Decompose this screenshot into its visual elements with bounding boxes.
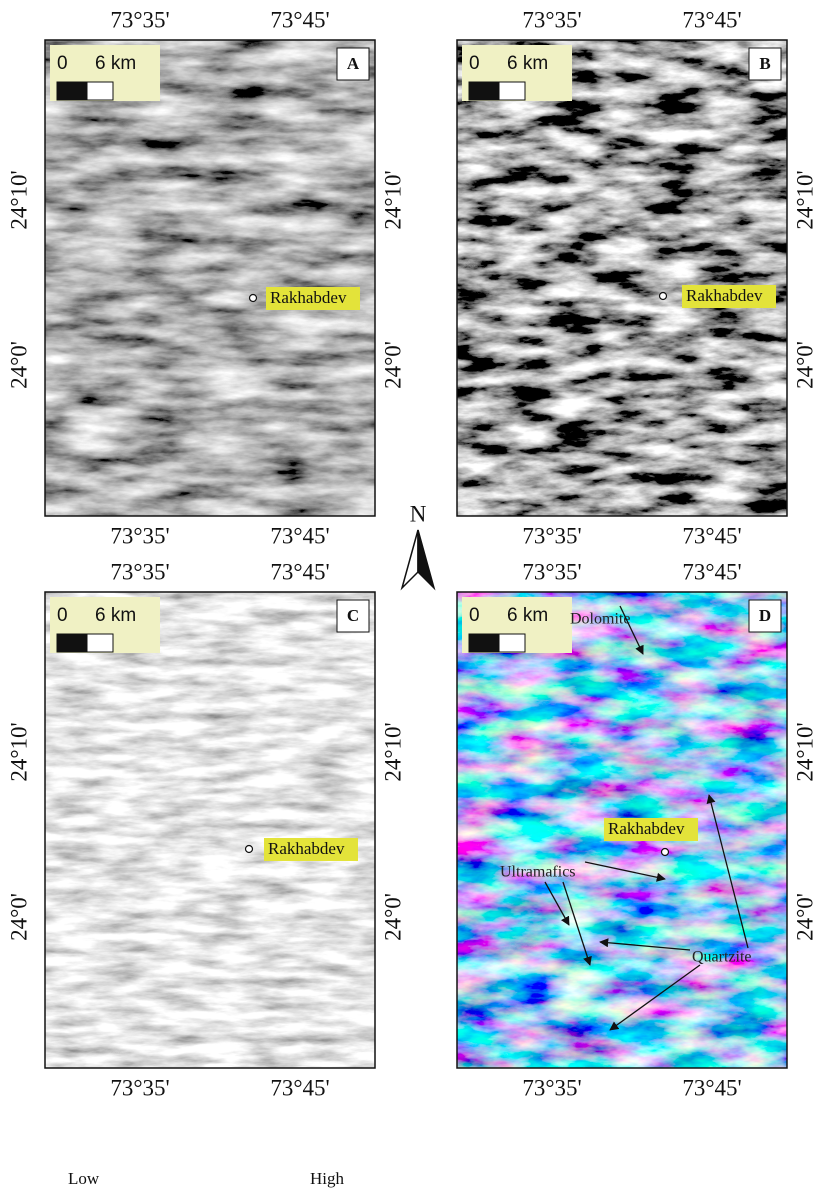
top-lon-label: 73°35' [110, 7, 169, 32]
right-lat-label: 24°0' [380, 893, 405, 941]
figure: N Low High 73°35' 73°45' 73°35' 73°45' 24°10… [0, 0, 817, 1192]
left-lat-label: 24°10' [6, 170, 31, 229]
panel-letter: B [759, 54, 770, 73]
north-label: N [410, 501, 427, 526]
north-arrow: N [402, 501, 434, 588]
bottom-lon-label: 73°35' [110, 1075, 169, 1100]
legend-low: Low [68, 1169, 100, 1188]
scale-end: 6 km [507, 53, 548, 74]
right-lat-label: 24°0' [792, 893, 817, 941]
annotation-label: Dolomite [570, 611, 630, 628]
right-lat-label: 24°10' [380, 170, 405, 229]
left-lat-label: 24°0' [6, 893, 31, 941]
scale-bar-white [499, 82, 525, 100]
scale-bar-black [469, 82, 499, 100]
top-lon-label: 73°35' [522, 559, 581, 584]
left-lat-label: 24°0' [6, 341, 31, 389]
place-marker [662, 849, 669, 856]
scale-start: 0 [469, 605, 480, 626]
scale-end: 6 km [95, 53, 136, 74]
scale-bar-black [57, 634, 87, 652]
left-lat-label: 24°10' [6, 722, 31, 781]
scale-bar-white [499, 634, 525, 652]
satellite-image [457, 40, 787, 516]
scale-start: 0 [57, 605, 68, 626]
scale-bar-black [57, 82, 87, 100]
bottom-lon-label: 73°35' [110, 523, 169, 548]
panel-letter: C [347, 606, 359, 625]
scale-bar-black [469, 634, 499, 652]
place-marker [660, 293, 667, 300]
right-lat-label: 24°0' [792, 341, 817, 389]
bottom-lon-label: 73°35' [522, 523, 581, 548]
bottom-lon-label: 73°45' [270, 523, 329, 548]
right-lat-label: 24°0' [380, 341, 405, 389]
scale-bar-white [87, 634, 113, 652]
place-label: Rakhabdev [268, 839, 345, 858]
annotation-label: Ultramafics [500, 864, 576, 881]
place-marker [246, 846, 253, 853]
right-lat-label: 24°10' [792, 722, 817, 781]
place-label: Rakhabdev [686, 286, 763, 305]
panel-letter: A [347, 54, 360, 73]
top-lon-label: 73°45' [682, 559, 741, 584]
satellite-image [45, 592, 375, 1068]
place-label: Rakhabdev [270, 288, 347, 307]
panel-letter: D [759, 606, 771, 625]
satellite-image [45, 40, 375, 516]
right-lat-label: 24°10' [380, 722, 405, 781]
top-lon-label: 73°45' [682, 7, 741, 32]
map-panel: 73°35' 73°45' 73°35' 73°45' 24°10' 24°0' 24°10… [6, 7, 405, 548]
scale-start: 0 [469, 53, 480, 74]
bottom-lon-label: 73°45' [682, 1075, 741, 1100]
map-panel: 73°35' 73°45' 73°35' 73°45' 24°10' 24°0' 24°10… [6, 559, 405, 1100]
scale-bar-white [87, 82, 113, 100]
top-lon-label: 73°45' [270, 7, 329, 32]
legend-high: High [310, 1169, 345, 1188]
bottom-lon-label: 73°45' [270, 1075, 329, 1100]
right-lat-label: 24°10' [792, 170, 817, 229]
place-label: Rakhabdev [608, 819, 685, 838]
scale-start: 0 [57, 53, 68, 74]
top-lon-label: 73°35' [522, 7, 581, 32]
map-panel: 73°35' 73°45' 73°35' 73°45' 24°10' 24°0' 0 6 km… [457, 7, 817, 548]
place-marker [250, 295, 257, 302]
bottom-lon-label: 73°35' [522, 1075, 581, 1100]
scale-end: 6 km [507, 605, 548, 626]
scale-end: 6 km [95, 605, 136, 626]
map-panel: 73°35' 73°45' 73°35' 73°45' 24°10' 24°0' 0 6 km… [457, 559, 817, 1100]
top-lon-label: 73°35' [110, 559, 169, 584]
bottom-lon-label: 73°45' [682, 523, 741, 548]
annotation-label: Quartzite [692, 949, 752, 966]
top-lon-label: 73°45' [270, 559, 329, 584]
